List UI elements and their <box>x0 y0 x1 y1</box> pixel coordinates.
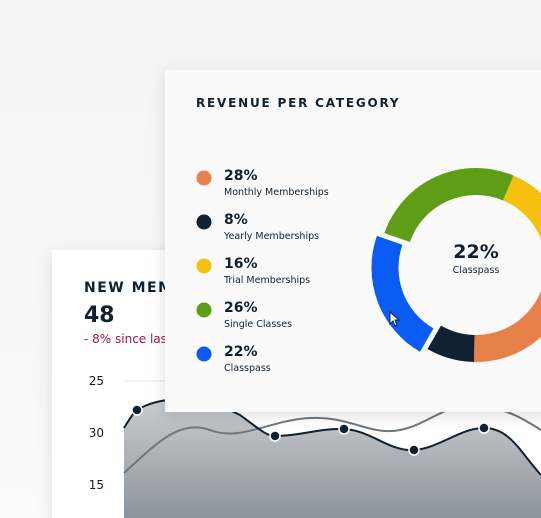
cursor <box>389 310 401 327</box>
center-label: Classpass <box>453 265 500 276</box>
legend-dot <box>196 170 212 186</box>
point <box>269 430 281 442</box>
legend-label: Monthly Memberships <box>224 187 329 198</box>
donut-segment <box>427 325 475 362</box>
members-change: - 8% since last <box>84 332 172 346</box>
legend: 28% Monthly Memberships 8% Yearly Membershi… <box>196 168 329 374</box>
center-value: 22% <box>453 241 498 263</box>
legend-label: Single Classes <box>224 319 292 330</box>
legend-percent: 26% <box>224 300 258 316</box>
legend-dot <box>196 258 212 274</box>
legend-dot <box>196 302 212 318</box>
donut-segment <box>473 290 541 362</box>
legend-label: Yearly Memberships <box>223 231 319 242</box>
area <box>124 399 541 518</box>
donut-segment <box>384 168 514 242</box>
legend-dot <box>196 346 212 362</box>
donut: 22% Classpass <box>371 168 541 362</box>
y-label: 25 <box>89 374 104 388</box>
legend-label: Classpass <box>224 363 271 374</box>
legend-percent: 22% <box>224 344 258 360</box>
y-label: 15 <box>89 478 104 492</box>
point <box>478 422 490 434</box>
point <box>131 404 143 416</box>
legend-label: Trial Memberships <box>223 275 310 286</box>
point <box>338 423 350 435</box>
legend-dot <box>196 214 212 230</box>
y-label: 30 <box>89 426 104 440</box>
legend-percent: 8% <box>224 212 248 228</box>
legend-percent: 28% <box>224 168 258 184</box>
donut-segment <box>371 235 434 352</box>
revenue-title: REVENUE PER CATEGORY <box>196 96 400 110</box>
legend-percent: 16% <box>224 256 258 272</box>
members-value: 48 <box>84 303 115 328</box>
members-title: NEW MEMB <box>84 280 186 296</box>
donut-segment <box>503 175 541 240</box>
point <box>408 444 420 456</box>
